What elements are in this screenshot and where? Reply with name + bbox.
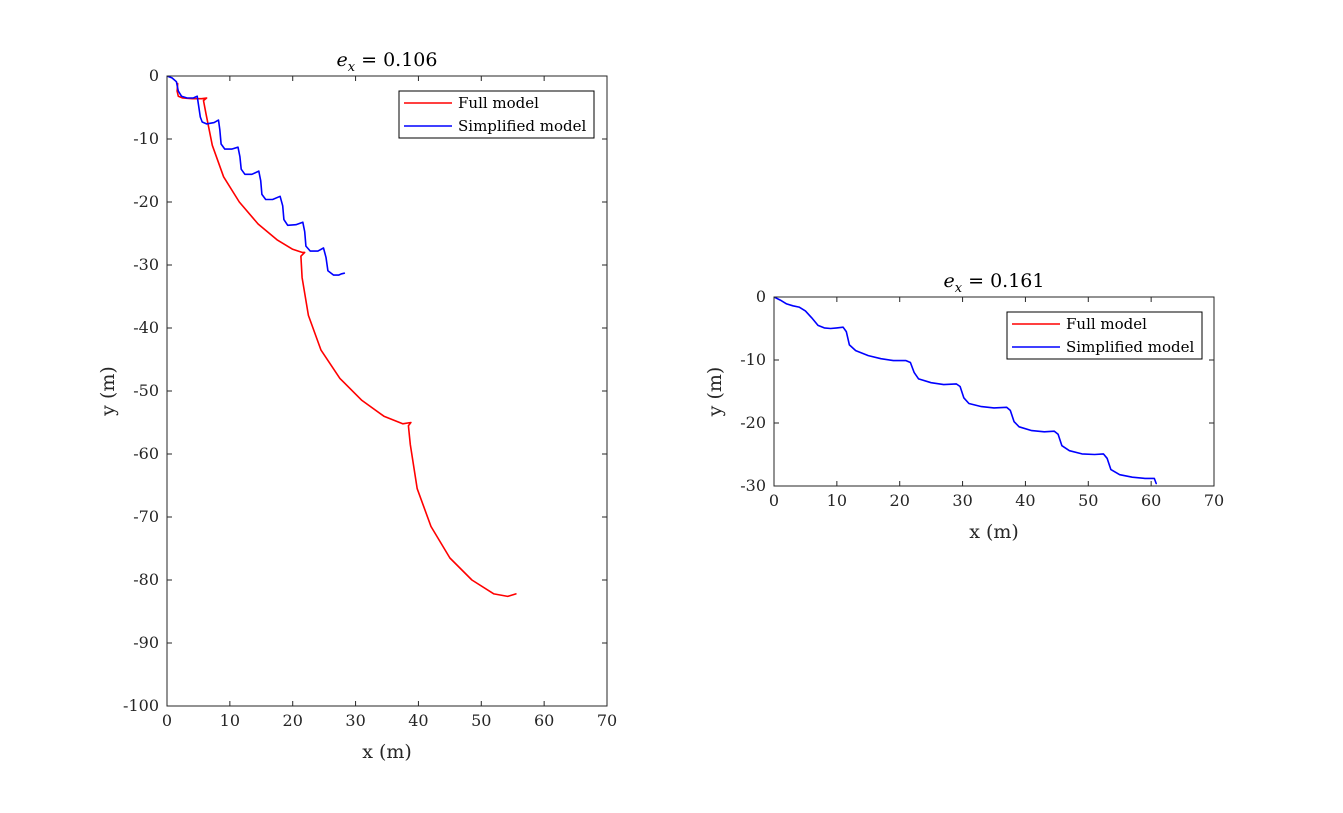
- series-group-right: [774, 297, 1157, 485]
- y-tick-label: 0: [149, 66, 159, 85]
- x-tick-label: 60: [534, 711, 554, 730]
- x-axis-label-left: x (m): [362, 741, 412, 763]
- y-tick-label: -50: [133, 381, 159, 400]
- y-tick-label: -40: [133, 318, 159, 337]
- series-group-left: [167, 76, 517, 598]
- chart-title-right: ex = 0.161: [944, 270, 1045, 296]
- title-sub-right: x: [955, 281, 963, 296]
- y-tick-label: 0: [756, 287, 766, 306]
- title-rest-left: = 0.106: [355, 49, 437, 71]
- legend-label-full-model-left: Full model: [458, 94, 539, 112]
- y-tick-label: -70: [133, 507, 159, 526]
- series-line-simplified-model: [774, 297, 1157, 485]
- y-tick-label: -60: [133, 444, 159, 463]
- x-tick-label: 40: [1015, 491, 1035, 510]
- legend-box-left: [398, 90, 595, 139]
- x-tick-label: 70: [1204, 491, 1224, 510]
- chart-title-left: ex = 0.106: [337, 49, 438, 75]
- x-axis-label-right: x (m): [969, 521, 1019, 543]
- x-tick-label: 0: [162, 711, 172, 730]
- title-sub-left: x: [348, 60, 356, 75]
- x-tick-label: 20: [890, 491, 910, 510]
- title-var-left: e: [337, 49, 348, 71]
- y-tick-label: -80: [133, 570, 159, 589]
- title-rest-right: = 0.161: [962, 270, 1044, 292]
- y-tick-label: -10: [740, 350, 766, 369]
- x-tick-label: 30: [952, 491, 972, 510]
- legend-label-full-model-right: Full model: [1066, 315, 1147, 333]
- y-axis-label-right: y (m): [704, 367, 726, 418]
- y-tick-label: -20: [740, 413, 766, 432]
- y-axis-label-left: y (m): [97, 366, 119, 417]
- x-tick-label: 30: [345, 711, 365, 730]
- legend-label-simplified-model-left: Simplified model: [458, 117, 586, 135]
- x-tick-label: 10: [220, 711, 240, 730]
- series-line-simplified-model: [167, 76, 346, 276]
- y-tick-label: -30: [740, 476, 766, 495]
- y-tick-label: -20: [133, 192, 159, 211]
- ticks-left: 0 10 20 30 40 50 60 70 0 -10 -20 -30 -40 -50 -60 -70 -80…: [123, 66, 617, 730]
- x-tick-label: 20: [283, 711, 303, 730]
- x-tick-label: 70: [597, 711, 617, 730]
- y-tick-label: -100: [123, 696, 159, 715]
- series-line-full-model: [176, 82, 517, 598]
- legend-right: Full model Simplified model: [1006, 311, 1203, 360]
- x-tick-label: 10: [827, 491, 847, 510]
- x-tick-label: 60: [1141, 491, 1161, 510]
- subplot-right: 0 10 20 30 40 50 60 70 0 -10 -20 -30 ex = 0.161 x (…: [704, 270, 1224, 543]
- ticks-right: 0 10 20 30 40 50 60 70 0 -10 -20 -30: [740, 287, 1224, 510]
- y-tick-label: -90: [133, 633, 159, 652]
- plot-area-left: [166, 75, 608, 707]
- y-tick-label: -30: [133, 255, 159, 274]
- title-var-right: e: [944, 270, 955, 292]
- x-tick-label: 40: [408, 711, 428, 730]
- subplot-left: 0 10 20 30 40 50 60 70 0 -10 -20 -30 -40 -50 -60 -70 -80…: [97, 49, 617, 763]
- legend-label-simplified-model-right: Simplified model: [1066, 338, 1194, 356]
- legend-left: Full model Simplified model: [398, 90, 595, 139]
- x-tick-label: 50: [471, 711, 491, 730]
- legend-box-right: [1006, 311, 1203, 360]
- x-tick-label: 0: [769, 491, 779, 510]
- x-tick-label: 50: [1078, 491, 1098, 510]
- y-tick-label: -10: [133, 129, 159, 148]
